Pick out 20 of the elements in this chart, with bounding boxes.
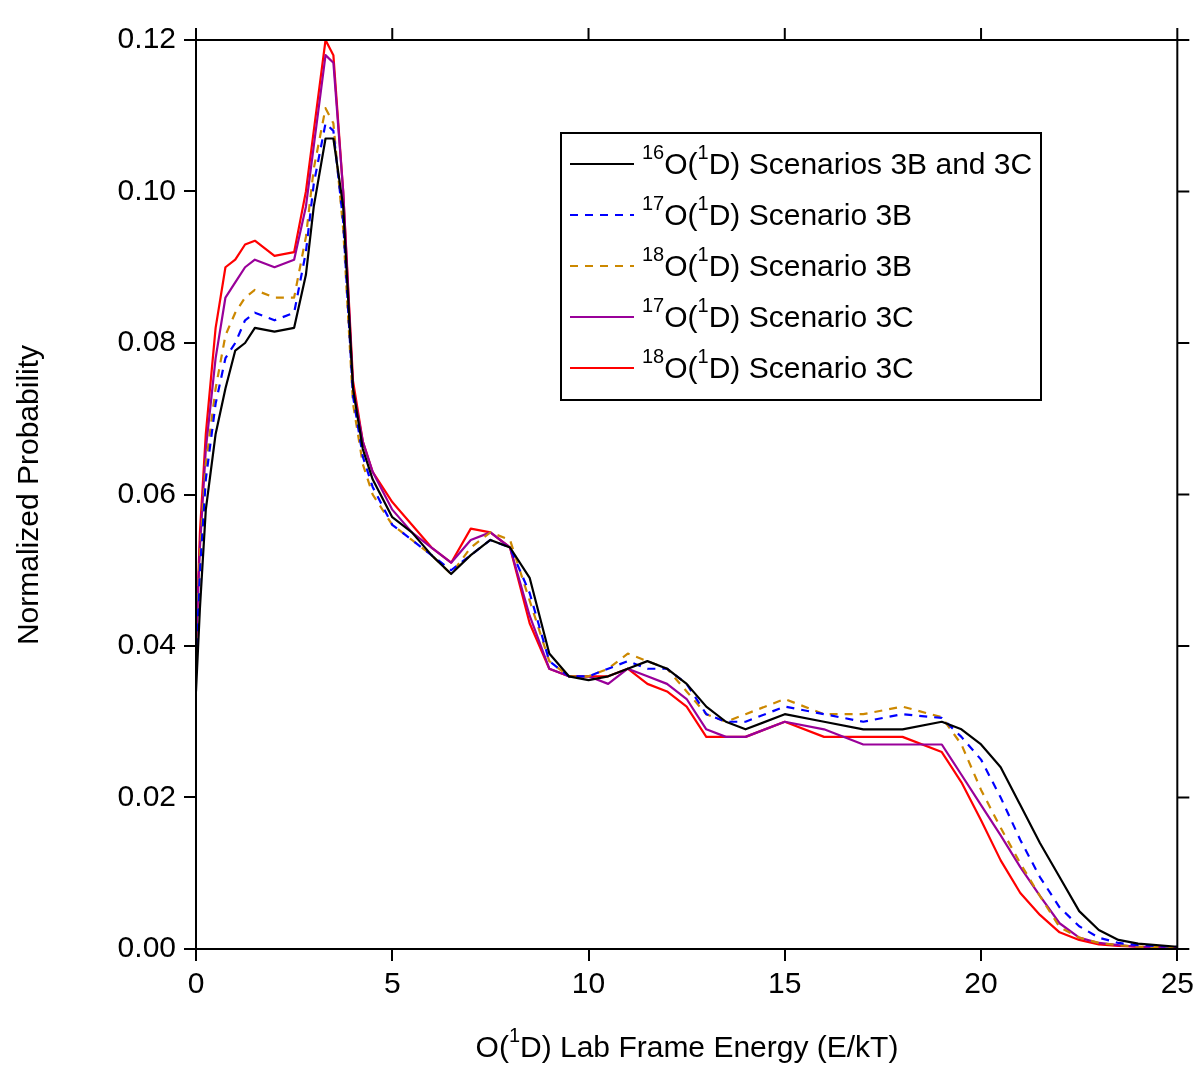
legend-label: $^{18}$O($^{1}$D) Scenario 3C	[642, 344, 914, 385]
x-tick-label: 10	[571, 966, 606, 1000]
y-tick-label: 0.00	[117, 930, 176, 964]
y-tick-label: 0.08	[117, 324, 176, 358]
legend-label: $^{18}$O($^{1}$D) Scenario 3B	[642, 242, 913, 283]
x-tick-label: 20	[964, 966, 998, 1000]
legend-label: $^{17}$O($^{1}$D) Scenario 3C	[642, 293, 914, 334]
x-axis-title: O($^{1}$D) Lab Frame Energy (E/kT)	[474, 1024, 900, 1064]
x-tick-label: 5	[383, 966, 401, 1000]
x-tick-label: 15	[768, 966, 802, 1000]
y-tick-label: 0.04	[117, 627, 176, 661]
y-tick-label: 0.02	[117, 778, 176, 812]
legend-label: $^{17}$O($^{1}$D) Scenario 3B	[642, 191, 913, 232]
y-tick-label: 0.10	[117, 172, 176, 206]
y-tick-label: 0.12	[117, 21, 176, 55]
legend-label: $^{16}$O($^{1}$D) Scenarios 3B and 3C	[642, 140, 1033, 181]
x-tick-label: 0	[187, 966, 205, 1000]
y-axis-title: Normalized Probability	[11, 344, 45, 646]
x-tick-label: 25	[1160, 966, 1194, 1000]
y-tick-label: 0.06	[117, 475, 176, 509]
